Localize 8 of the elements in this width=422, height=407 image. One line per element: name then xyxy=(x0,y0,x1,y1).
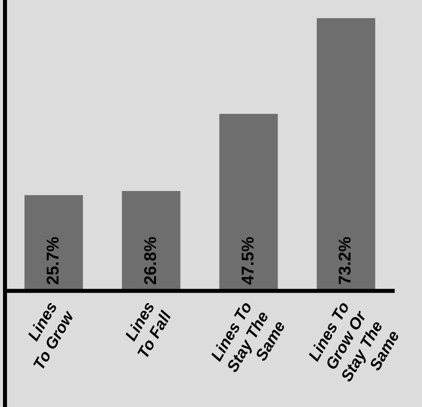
bar xyxy=(122,191,180,291)
data-label: 47.5% xyxy=(238,236,258,285)
bar xyxy=(24,195,83,291)
data-label: 26.8% xyxy=(140,236,160,285)
data-label: 73.2% xyxy=(336,236,355,285)
data-label: 25.7% xyxy=(43,236,62,285)
bar xyxy=(219,114,278,291)
bar xyxy=(316,18,376,291)
